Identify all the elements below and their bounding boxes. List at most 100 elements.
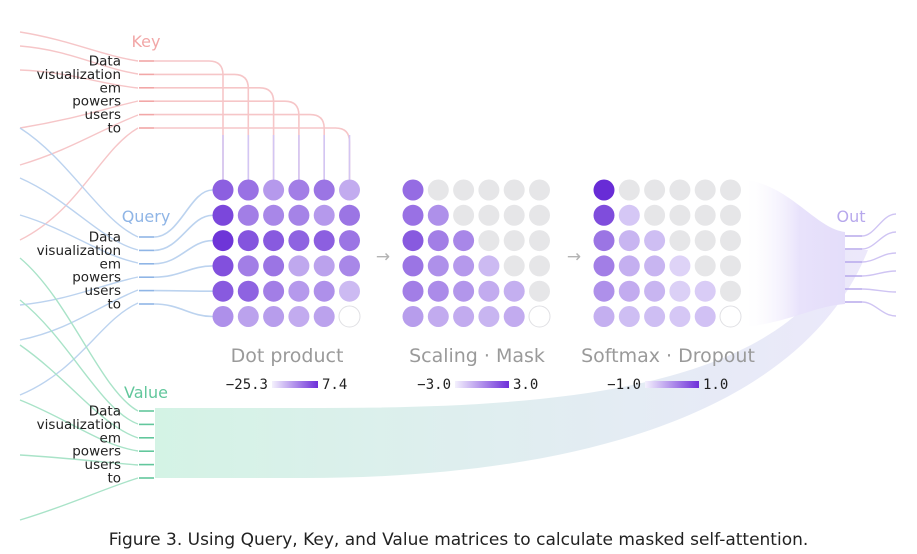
legend-gradient-bar: [272, 381, 318, 388]
query-connector-lines: [153, 189, 213, 318]
matrix-cell: [593, 306, 615, 327]
flow-line: [19, 276, 139, 306]
matrix-cell: [212, 179, 234, 201]
matrix-cell: [669, 179, 691, 201]
matrix-cell: [402, 230, 424, 252]
key-connector: [154, 60, 224, 180]
matrix-cell: [478, 280, 500, 302]
matrix-cell: [263, 306, 285, 327]
matrix-cell: [478, 306, 500, 327]
matrix-cell: [644, 204, 666, 226]
matrix-stage-2: [402, 179, 551, 328]
key-connector: [154, 127, 351, 180]
stage-title-dot-product: Dot product: [231, 345, 344, 367]
matrix-cell: [694, 306, 716, 327]
matrix-cell: [339, 204, 360, 226]
stage-title-scaling-mask: Scaling · Mask: [409, 345, 545, 367]
matrix-cell: [593, 280, 615, 302]
key-token-label: visualization: [37, 67, 121, 83]
legend-gradient-bar: [645, 381, 699, 388]
query-connector: [153, 239, 213, 265]
flow-line: [19, 454, 139, 466]
matrix-cell: [719, 305, 742, 328]
matrix-cell: [313, 230, 335, 252]
matrix-cell: [313, 204, 335, 226]
flow-line: [19, 299, 139, 425]
query-token-label: Data: [89, 230, 121, 246]
matrix-cell: [694, 280, 716, 302]
matrix-cell: [339, 280, 360, 302]
matrix-cell: [478, 204, 500, 226]
legend-min: −3.0: [417, 377, 451, 393]
matrix-cell: [503, 306, 525, 327]
matrix-cell: [453, 230, 475, 252]
key-token-label: powers: [72, 94, 121, 110]
matrix-cell: [720, 280, 741, 302]
matrix-cell: [313, 179, 335, 201]
matrix-stage-1: [212, 179, 361, 328]
matrix-cell: [618, 230, 640, 252]
legend-softmax-dropout: −1.0 1.0: [607, 377, 728, 393]
key-token-label: Data: [89, 54, 121, 70]
legend-min: −25.3: [226, 377, 268, 393]
matrix-cell: [618, 306, 640, 327]
matrix-cell: [503, 179, 525, 201]
query-connector: [153, 303, 213, 318]
query-connector: [153, 189, 213, 238]
flow-line: [19, 127, 139, 241]
figure-caption: Figure 3. Using Query, Key, and Value ma…: [108, 530, 809, 550]
matrix-cell: [453, 179, 475, 201]
matrix-cell: [212, 230, 234, 252]
key-connector-lines: [154, 60, 351, 180]
matrix-cell: [339, 179, 360, 201]
matrix-cell: [427, 255, 449, 277]
matrix-cell: [427, 306, 449, 327]
flow-line: [19, 114, 139, 166]
out-line: [861, 288, 897, 293]
key-connector: [154, 73, 250, 180]
out-line: [861, 270, 897, 277]
value-token-label: Data: [89, 404, 121, 420]
matrix-cell: [263, 179, 285, 201]
flow-line: [19, 477, 139, 521]
matrix-cell: [669, 280, 691, 302]
flow-line: [19, 177, 139, 251]
matrix-cell: [237, 255, 259, 277]
matrix-cell: [453, 255, 475, 277]
key-token-label: to: [107, 121, 121, 137]
matrix-cell: [212, 280, 234, 302]
value-token-label: to: [107, 471, 121, 487]
out-line: [861, 252, 897, 263]
matrix-cell: [529, 230, 550, 252]
flow-line: [19, 45, 139, 75]
matrix-cell: [503, 204, 525, 226]
matrix-cell: [720, 255, 741, 277]
matrix-cell: [478, 230, 500, 252]
matrix-cell: [339, 255, 360, 277]
matrix-cell: [237, 204, 259, 226]
color-legends: −25.3 7.4 −3.0 3.0 −1.0 1.0: [226, 377, 728, 393]
matrix-cell: [339, 230, 360, 252]
matrix-cell: [427, 179, 449, 201]
query-token-label: powers: [72, 270, 121, 286]
matrix-cell: [427, 204, 449, 226]
matrix-cell: [593, 230, 615, 252]
stage-titles: Dot product Scaling · Mask Softmax · Dro…: [231, 345, 755, 367]
matrix-cell: [402, 179, 424, 201]
matrix-cell: [669, 230, 691, 252]
stage-title-softmax-dropout: Softmax · Dropout: [581, 345, 755, 367]
matrix-cell: [402, 255, 424, 277]
output-flow-band: [745, 180, 845, 327]
matrix-cell: [644, 280, 666, 302]
matrix-cell: [720, 204, 741, 226]
matrix-cell: [402, 280, 424, 302]
matrix-cell: [644, 306, 666, 327]
value-flow-band: [155, 250, 868, 478]
matrix-cell: [263, 255, 285, 277]
flow-line: [19, 302, 139, 396]
query-connector: [153, 214, 213, 252]
matrix-cell: [212, 255, 234, 277]
value-token-label: powers: [72, 444, 121, 460]
query-token-label: users: [85, 283, 121, 299]
key-token-label: users: [85, 107, 121, 123]
